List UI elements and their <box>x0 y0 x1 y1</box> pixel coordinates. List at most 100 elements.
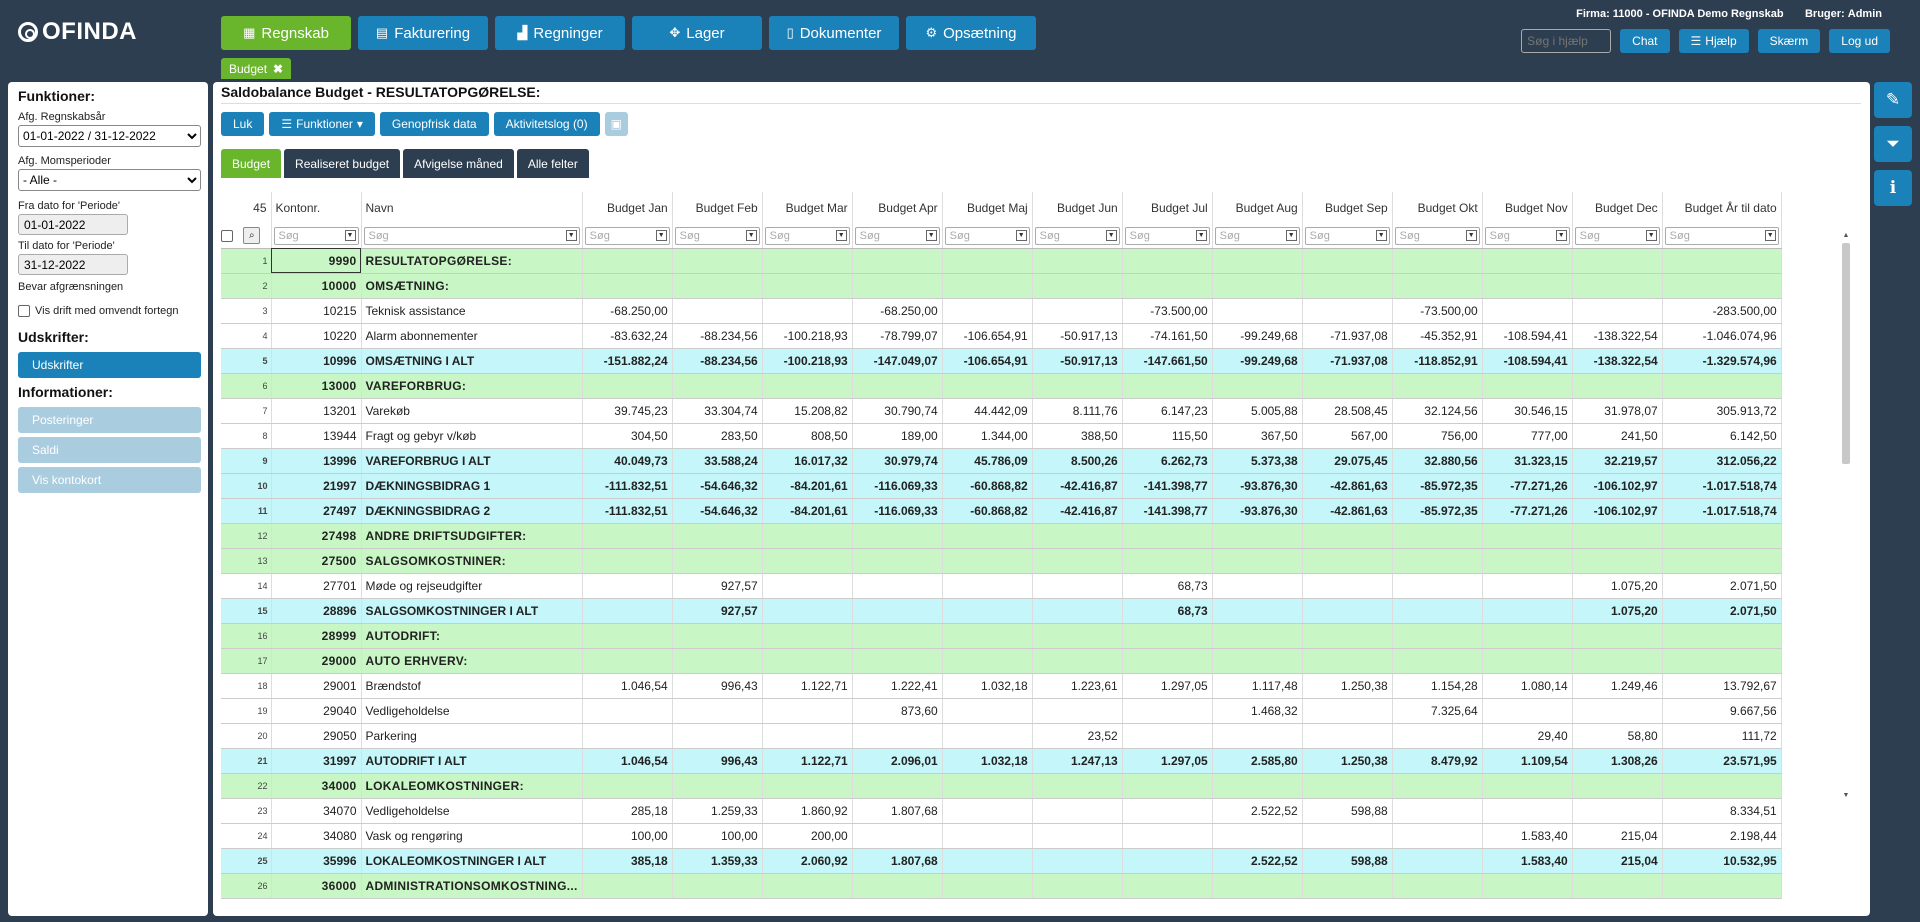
table-cell[interactable] <box>762 648 853 674</box>
table-cell[interactable]: 29,40 <box>1482 723 1573 749</box>
table-cell[interactable]: 32.219,57 <box>1572 448 1663 474</box>
table-row[interactable]: 14 27701 Møde og rejseudgifter 927,57 68,73 1… <box>221 573 1782 599</box>
account-name[interactable]: AUTODRIFT I ALT <box>361 748 583 774</box>
account-number[interactable]: 13944 <box>271 423 362 449</box>
table-cell[interactable] <box>1482 298 1573 324</box>
table-cell[interactable] <box>1572 523 1663 549</box>
column-filter-input[interactable]: Søg ▼ <box>854 226 940 245</box>
nav-regnskab[interactable]: ▦ Regnskab <box>221 16 351 50</box>
table-cell[interactable] <box>1392 248 1483 274</box>
table-cell[interactable] <box>672 248 763 274</box>
column-filter-input[interactable]: Søg ▼ <box>1394 226 1480 245</box>
table-cell[interactable]: 31.323,15 <box>1482 448 1573 474</box>
table-cell[interactable] <box>1122 548 1213 574</box>
table-cell[interactable]: 1.032,18 <box>942 673 1033 699</box>
table-cell[interactable]: -106.102,97 <box>1572 498 1663 524</box>
column-filter-input[interactable]: Søg ▼ <box>1664 226 1779 245</box>
table-cell[interactable]: 241,50 <box>1572 423 1663 449</box>
refresh-button[interactable]: Genopfrisk data <box>379 112 489 136</box>
table-cell[interactable] <box>1032 523 1123 549</box>
table-cell[interactable] <box>1302 298 1393 324</box>
table-cell[interactable]: 7.325,64 <box>1392 698 1483 724</box>
table-cell[interactable]: 2.522,52 <box>1212 848 1303 874</box>
table-cell[interactable]: -85.972,35 <box>1392 473 1483 499</box>
table-row[interactable]: 22 34000 LOKALEOMKOSTNINGER: <box>221 773 1782 799</box>
table-cell[interactable] <box>1662 373 1782 399</box>
scroll-down-icon[interactable]: ▼ <box>1842 792 1850 799</box>
table-cell[interactable]: -77.271,26 <box>1482 498 1573 524</box>
chevron-down-icon[interactable]: ▼ <box>1195 230 1207 242</box>
table-cell[interactable] <box>1392 648 1483 674</box>
table-cell[interactable]: -73.500,00 <box>1122 298 1213 324</box>
table-cell[interactable] <box>852 248 943 274</box>
table-cell[interactable] <box>1302 373 1393 399</box>
table-cell[interactable] <box>762 598 853 624</box>
table-cell[interactable] <box>1302 698 1393 724</box>
table-row[interactable]: 12 27498 ANDRE DRIFTSUDGIFTER: <box>221 523 1782 549</box>
table-cell[interactable] <box>1032 798 1123 824</box>
account-number[interactable]: 9990 <box>271 248 362 274</box>
account-number[interactable]: 29000 <box>271 648 362 674</box>
table-cell[interactable]: 8.111,76 <box>1032 398 1123 424</box>
table-cell[interactable] <box>1662 648 1782 674</box>
table-cell[interactable] <box>1122 873 1213 899</box>
table-cell[interactable] <box>762 573 853 599</box>
table-cell[interactable] <box>762 873 853 899</box>
close-button[interactable]: Luk <box>221 112 265 136</box>
table-cell[interactable]: -42.861,63 <box>1302 473 1393 499</box>
table-cell[interactable] <box>672 548 763 574</box>
table-cell[interactable] <box>1032 648 1123 674</box>
table-cell[interactable] <box>762 273 853 299</box>
table-cell[interactable] <box>1392 523 1483 549</box>
table-cell[interactable] <box>1482 598 1573 624</box>
table-cell[interactable] <box>1032 373 1123 399</box>
table-cell[interactable] <box>1482 698 1573 724</box>
table-cell[interactable] <box>762 723 853 749</box>
account-name[interactable]: Møde og rejseudgifter <box>361 573 583 599</box>
table-row[interactable]: 17 29000 AUTO ERHVERV: <box>221 648 1782 674</box>
table-row[interactable]: 11 27497 DÆKNINGSBIDRAG 2 -111.832,51 -54.64… <box>221 498 1782 524</box>
saldi-button[interactable]: Saldi <box>18 437 201 463</box>
table-cell[interactable]: -84.201,61 <box>762 473 853 499</box>
table-cell[interactable] <box>852 598 943 624</box>
table-row[interactable]: 15 28896 SALGSOMKOSTNINGER I ALT 927,57 68,7… <box>221 598 1782 624</box>
table-cell[interactable] <box>1572 373 1663 399</box>
table-cell[interactable]: -93.876,30 <box>1212 498 1303 524</box>
chevron-down-icon[interactable]: ▼ <box>1645 230 1657 242</box>
table-cell[interactable] <box>1572 548 1663 574</box>
chevron-down-icon[interactable]: ▼ <box>1015 230 1027 242</box>
table-cell[interactable]: 1.250,38 <box>1302 748 1393 774</box>
account-name[interactable]: Fragt og gebyr v/køb <box>361 423 583 449</box>
table-cell[interactable] <box>1392 623 1483 649</box>
table-cell[interactable]: 6.262,73 <box>1122 448 1213 474</box>
table-cell[interactable] <box>1212 273 1303 299</box>
column-header[interactable]: Budget Aug <box>1212 192 1303 224</box>
table-cell[interactable] <box>942 373 1033 399</box>
table-row[interactable]: 5 10996 OMSÆTNING I ALT -151.882,24 -88.234,… <box>221 348 1782 374</box>
column-header[interactable]: Budget Okt <box>1392 192 1483 224</box>
table-cell[interactable] <box>1302 598 1393 624</box>
column-header[interactable]: Budget Jun <box>1032 192 1123 224</box>
table-cell[interactable] <box>762 298 853 324</box>
account-number[interactable]: 29050 <box>271 723 362 749</box>
table-cell[interactable] <box>852 723 943 749</box>
account-name[interactable]: SALGSOMKOSTNINGER I ALT <box>361 598 583 624</box>
table-cell[interactable]: 1.154,28 <box>1392 673 1483 699</box>
table-row[interactable]: 26 36000 ADMINISTRATIONSOMKOSTNING... <box>221 873 1782 899</box>
select-all-checkbox[interactable] <box>221 229 233 242</box>
table-row[interactable]: 2 10000 OMSÆTNING: <box>221 273 1782 299</box>
table-cell[interactable]: 1.222,41 <box>852 673 943 699</box>
table-cell[interactable]: 215,04 <box>1572 823 1663 849</box>
column-header[interactable]: Budget Jan <box>582 192 673 224</box>
account-name[interactable]: AUTO ERHVERV: <box>361 648 583 674</box>
table-cell[interactable]: 33.304,74 <box>672 398 763 424</box>
account-number[interactable]: 13996 <box>271 448 362 474</box>
table-cell[interactable]: 367,50 <box>1212 423 1303 449</box>
column-filter-input[interactable]: Søg ▼ <box>1124 226 1210 245</box>
table-cell[interactable] <box>672 698 763 724</box>
chevron-down-icon[interactable]: ▼ <box>1764 230 1776 242</box>
info-icon[interactable]: ℹ <box>1874 170 1912 206</box>
column-header[interactable]: Budget Sep <box>1302 192 1393 224</box>
help-button[interactable]: ☰ Hjælp <box>1678 29 1749 53</box>
table-cell[interactable]: -88.234,56 <box>672 348 763 374</box>
